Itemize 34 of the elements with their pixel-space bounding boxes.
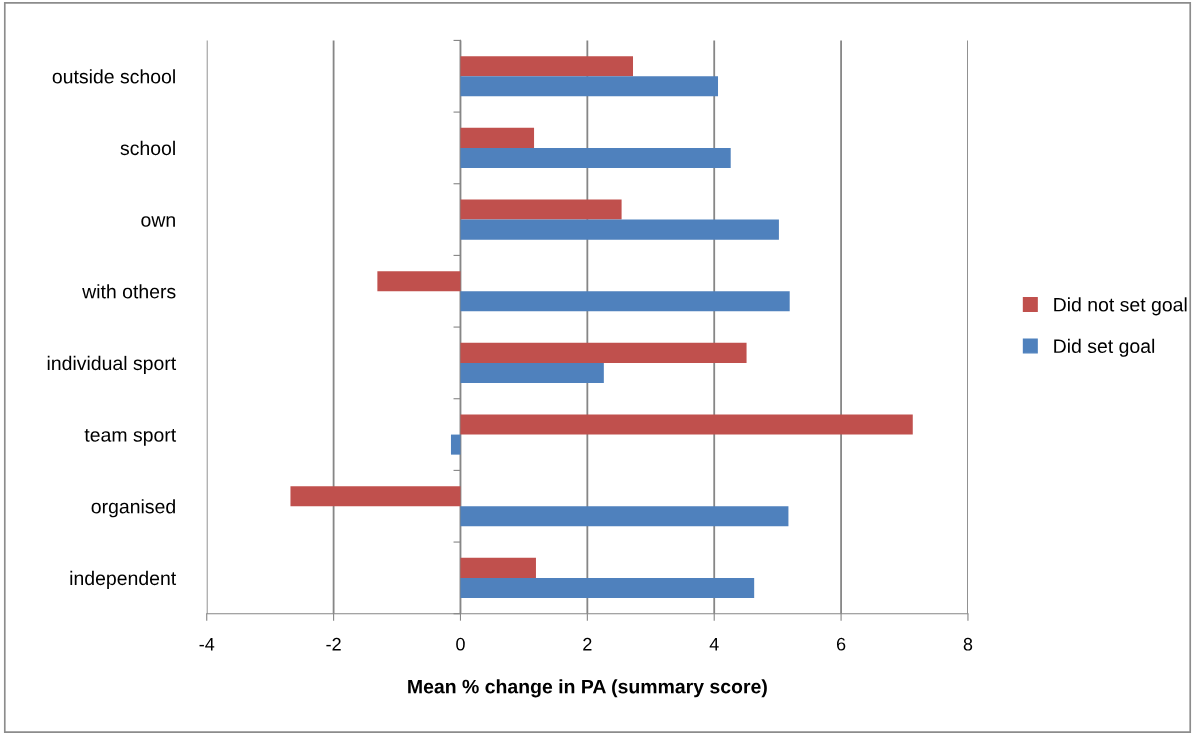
y-tick-label: independent bbox=[70, 570, 177, 589]
x-tick-label: 4 bbox=[709, 638, 719, 651]
bar bbox=[460, 557, 536, 578]
legend-label: Did set goal bbox=[1054, 338, 1155, 357]
bar bbox=[460, 219, 779, 240]
y-tick-label: with others bbox=[82, 284, 176, 299]
legend-label: Did not set goal bbox=[1054, 297, 1187, 316]
bar bbox=[450, 434, 461, 455]
bar bbox=[377, 271, 461, 292]
bar bbox=[460, 362, 604, 383]
bar bbox=[460, 199, 622, 220]
bar bbox=[460, 127, 535, 148]
x-tick-label: 2 bbox=[583, 637, 592, 651]
x-tick-label: 8 bbox=[963, 637, 973, 651]
bar bbox=[290, 486, 461, 507]
bar bbox=[460, 291, 790, 312]
x-axis-title: Mean % change in PA (summary score) bbox=[408, 679, 767, 698]
y-tick-label: own bbox=[141, 216, 175, 227]
y-tick-label: organised bbox=[91, 499, 175, 518]
bar bbox=[460, 577, 755, 598]
x-tick-label: -4 bbox=[199, 638, 215, 651]
x-tick-label: 6 bbox=[836, 637, 846, 651]
y-tick-label: team sport bbox=[84, 429, 177, 446]
x-tick-label: 0 bbox=[456, 637, 465, 651]
bar bbox=[460, 147, 731, 168]
x-tick-label: -2 bbox=[326, 637, 341, 651]
bar bbox=[460, 506, 789, 527]
y-tick-label: school bbox=[120, 140, 175, 156]
bar bbox=[460, 342, 747, 363]
y-tick-label: outside school bbox=[52, 69, 175, 84]
bar bbox=[460, 56, 634, 77]
bar bbox=[460, 76, 719, 97]
y-tick-label: individual sport bbox=[47, 355, 177, 374]
bar bbox=[460, 414, 913, 435]
